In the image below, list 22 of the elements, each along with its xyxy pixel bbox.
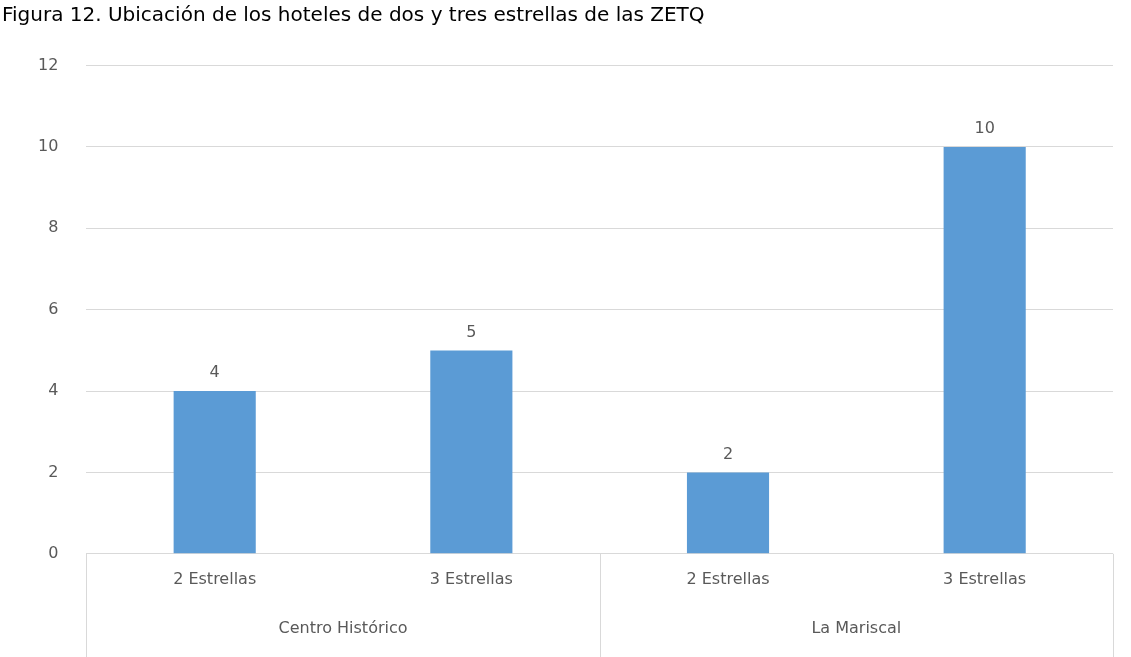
text: Centro Histórico (278, 617, 408, 637)
y-tick-label: 6 (48, 298, 59, 318)
y-tick-label: 12 (38, 54, 59, 74)
y-tick-label: 4 (48, 380, 59, 400)
bar (430, 350, 513, 554)
x-tick-label: 3 Estrellas (429, 568, 513, 588)
data-label: 2 (722, 443, 734, 463)
x-tick-label: 2 Estrellas (173, 568, 257, 588)
x-tick-label: 2 Estrellas (686, 568, 770, 588)
chart-title: Figura 12. Ubicación de los hoteles de dos y tres estrellas de las ZETQ (1, 1, 706, 28)
text: La Mariscal (811, 617, 902, 637)
bar (686, 472, 770, 554)
y-tick-label: 8 (48, 217, 59, 237)
bar (173, 391, 256, 554)
y-tick-label: 0 (48, 542, 59, 562)
x-tick-label: 3 Estrellas (943, 568, 1027, 588)
y-tick-label: 2 (48, 461, 59, 481)
data-label: 5 (466, 321, 477, 341)
data-label: 10 (974, 118, 995, 138)
y-tick-label: 10 (38, 136, 59, 156)
data-label: 4 (209, 362, 220, 382)
bar (943, 146, 1026, 554)
